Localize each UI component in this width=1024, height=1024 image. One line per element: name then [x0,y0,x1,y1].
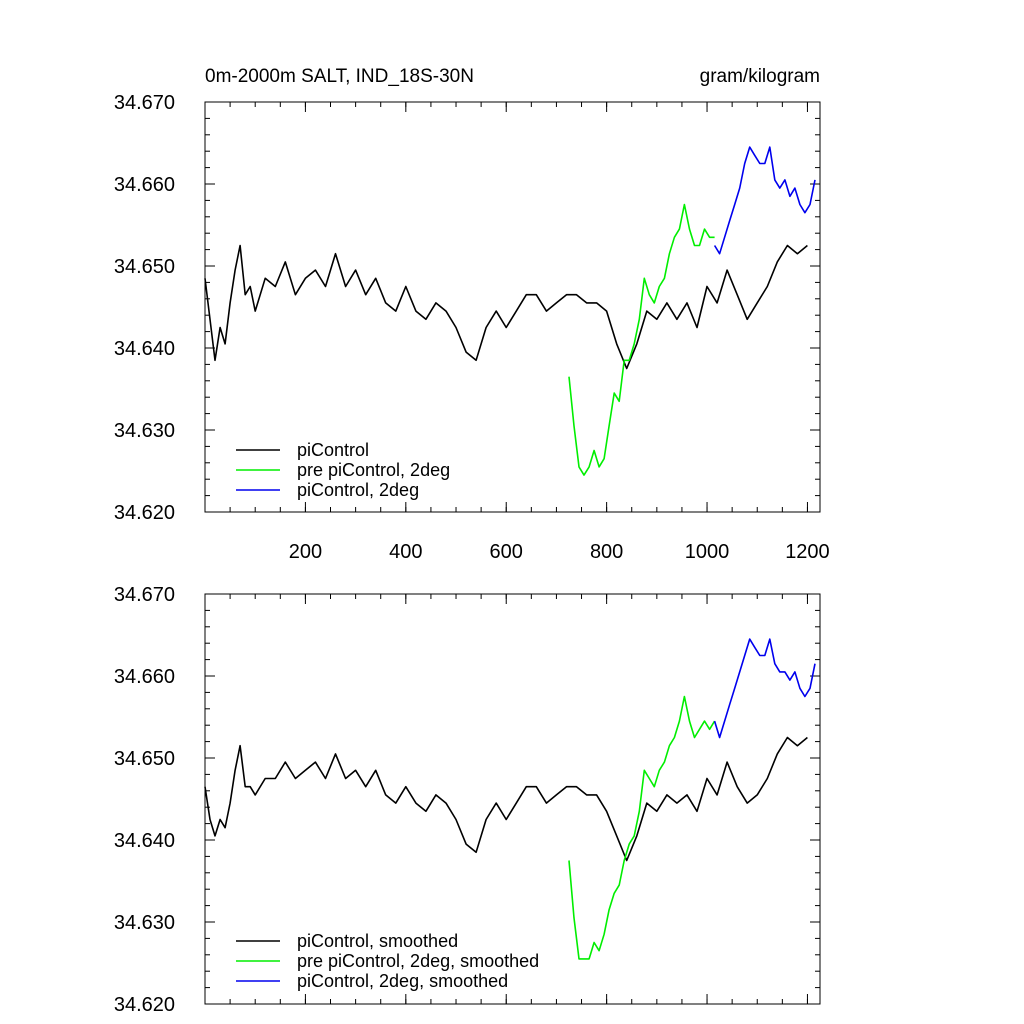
y-tick-label: 34.650 [114,256,175,278]
top-panel: 34.620 34.630 34.640 34.650 34.660 34.670 200 4… [114,92,830,563]
series-line-picontrol [204,244,808,370]
y-tick-label: 34.640 [114,830,175,852]
y-tick-label: 34.660 [114,666,175,688]
y-tick-label: 34.670 [114,584,175,606]
y-tick-label: 34.670 [114,92,175,114]
y-tick-label: 34.640 [114,338,175,360]
x-tick-label: 800 [590,541,623,563]
plot-frame [204,101,821,513]
bottom-panel: 34.620 34.630 34.640 34.650 34.660 34.670 piCo… [114,584,821,1016]
x-tick-label: 1200 [785,541,830,563]
legend-label: pre piControl, 2deg [297,460,450,480]
legend-label: pre piControl, 2deg, smoothed [297,951,539,971]
legend-label: piControl, 2deg, smoothed [297,971,508,991]
series-line-pre-picontrol-2deg [568,203,715,476]
legend-label: piControl, 2deg [297,480,419,500]
y-tick-label: 34.620 [114,502,175,524]
series-line-picontrol-2deg [713,146,816,255]
y-tick-label: 34.620 [114,994,175,1016]
legend-label: piControl [297,440,369,460]
y-tick-label: 34.630 [114,420,175,442]
y-tick-label: 34.660 [114,174,175,196]
series-line-picontrol-2deg-smoothed [713,638,816,739]
chart-title: 0m-2000m SALT, IND_18S-30N [205,66,474,87]
series-line-pre-picontrol-2deg-smoothed [568,695,716,960]
x-tick-label: 600 [490,541,523,563]
legend-label: piControl, smoothed [297,931,458,951]
units-label: gram/kilogram [700,66,820,87]
plot-frame [204,593,821,1005]
y-tick-label: 34.630 [114,912,175,934]
y-tick-label: 34.650 [114,748,175,770]
x-tick-label: 1000 [685,541,730,563]
x-tick-label: 200 [289,541,322,563]
x-tick-label: 400 [389,541,422,563]
series-line-picontrol-smoothed [204,736,808,862]
